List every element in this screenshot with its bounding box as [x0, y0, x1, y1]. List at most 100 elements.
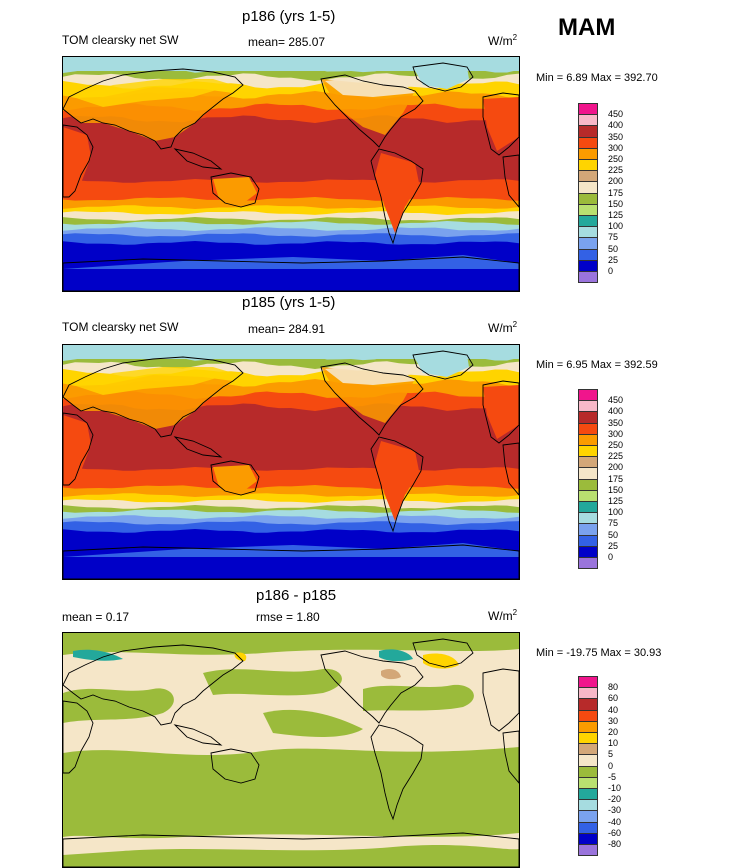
coastline	[63, 68, 244, 150]
coastline	[482, 92, 519, 156]
land-field	[413, 67, 469, 89]
colorbar-label: 40	[608, 704, 619, 715]
panel1-title: p186 (yrs 1-5)	[242, 8, 336, 25]
land-field	[413, 355, 469, 377]
colorbar-label: 25	[608, 254, 619, 265]
colorbar-label: 200	[608, 176, 624, 187]
colorbar-label: 400	[608, 406, 624, 417]
panel1-mean: mean= 285.07	[248, 35, 326, 49]
colorbar-label: 225	[608, 451, 624, 462]
colorbar-label: -40	[608, 816, 622, 827]
season-label: MAM	[558, 14, 616, 41]
land-field	[73, 367, 233, 395]
coastline	[173, 148, 223, 170]
colorbar-label: -80	[608, 839, 622, 849]
coastline	[320, 74, 424, 148]
coastline	[63, 644, 244, 726]
colorbar-label: 150	[608, 484, 624, 495]
polar-field	[63, 255, 519, 269]
colorbar-label: 50	[608, 529, 619, 540]
panel2-minmax: Min = 6.95 Max = 392.59	[536, 359, 658, 371]
land-field	[375, 153, 419, 233]
colorbar-label: 20	[608, 727, 619, 737]
land-field	[483, 385, 519, 439]
colorbar-label: 25	[608, 540, 619, 551]
panel1-field-label: TOM clearsky net SW	[62, 33, 179, 47]
colorbar-swatch	[578, 844, 598, 857]
panel3-units: W/m2	[488, 608, 518, 623]
coastline	[173, 436, 223, 458]
colorbar-label: 80	[608, 682, 619, 693]
diff-patch	[263, 709, 363, 737]
colorbar-label: 0	[608, 552, 614, 562]
panel2-mean: mean= 284.91	[248, 322, 326, 336]
land-field	[63, 127, 91, 195]
coastline	[412, 62, 474, 92]
colorbar-label: -5	[608, 771, 617, 782]
diff-patch	[63, 845, 519, 867]
colorbar-label: 450	[608, 395, 624, 406]
coastline	[210, 460, 260, 496]
land-field	[73, 79, 233, 107]
colorbar-swatch	[578, 271, 598, 284]
colorbar-label: 250	[608, 154, 624, 164]
colorbar-label: 350	[608, 417, 624, 428]
polar-field	[63, 543, 519, 557]
panel1-minmax: Min = 6.89 Max = 392.70	[536, 72, 658, 84]
coastline	[210, 748, 260, 784]
panel3-minmax: Min = -19.75 Max = 30.93	[536, 647, 662, 659]
colorbar-label: 200	[608, 462, 624, 473]
colorbar-label: -60	[608, 827, 622, 838]
coastline	[412, 638, 474, 668]
land-field	[213, 465, 257, 493]
panel2-units: W/m2	[488, 320, 518, 335]
coastline	[320, 650, 424, 724]
colorbar-label: -20	[608, 794, 622, 805]
panel2-title: p185 (yrs 1-5)	[242, 294, 336, 311]
diff-patch	[63, 688, 174, 723]
coastline	[502, 154, 519, 208]
colorbar-label: 125	[608, 496, 624, 506]
diff-patch	[203, 668, 342, 696]
colorbar-label: 75	[608, 232, 619, 243]
polar-field	[63, 345, 519, 359]
panel1-map	[62, 56, 520, 292]
colorbar-label: 100	[608, 221, 624, 232]
land-field	[63, 415, 91, 483]
colorbar-label: -30	[608, 805, 622, 816]
coastline	[63, 256, 519, 291]
colorbar-label: 5	[608, 749, 614, 760]
colorbar-label: 225	[608, 165, 624, 176]
colorbar-label: 60	[608, 693, 619, 704]
colorbar-label: 0	[608, 760, 614, 771]
coastline	[63, 832, 519, 867]
land-field	[483, 97, 519, 151]
panel3-title: p186 - p185	[256, 587, 337, 604]
colorbar-label: 400	[608, 120, 624, 131]
diff-patch	[381, 669, 401, 680]
diff-patch	[363, 684, 474, 711]
panel3-map	[62, 632, 520, 868]
colorbar-label: -10	[608, 783, 622, 793]
coastline	[210, 172, 260, 208]
panel2-map	[62, 344, 520, 580]
panel2-field-label: TOM clearsky net SW	[62, 320, 179, 334]
land-field	[325, 77, 415, 97]
coastline	[482, 668, 519, 732]
land-field	[213, 177, 257, 205]
colorbar-label: 0	[608, 266, 614, 276]
coastline	[370, 436, 424, 533]
coastline	[370, 724, 424, 821]
colorbar-label: 150	[608, 198, 624, 209]
colorbar-label: 75	[608, 518, 619, 529]
coastline	[63, 124, 94, 198]
panel3-rmse: rmse = 1.80	[256, 610, 320, 624]
colorbar-label: 30	[608, 715, 619, 726]
colorbar-label: 50	[608, 243, 619, 254]
coastline	[63, 700, 94, 774]
colorbar-label: 300	[608, 428, 624, 439]
colorbar-label: 250	[608, 440, 624, 450]
diff-patch	[379, 649, 413, 662]
colorbar-label: 175	[608, 473, 624, 484]
diff-patch	[63, 633, 519, 655]
